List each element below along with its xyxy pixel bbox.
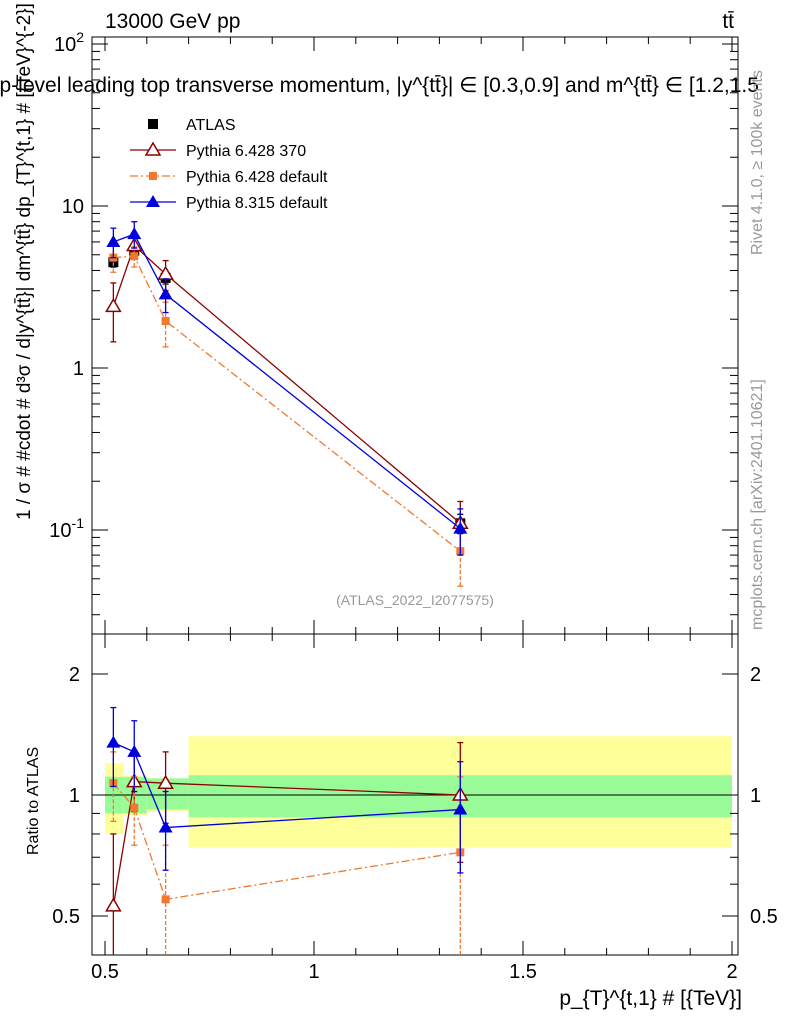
- y-tick-label: 10: [62, 196, 84, 218]
- ratio-series-layer: [105, 706, 469, 955]
- x-axis-label: p_{T}^{t,1} # [{TeV}]: [559, 987, 742, 1010]
- legend-item-atlas: ATLAS: [148, 117, 236, 134]
- mcplots-reference-label: mcplots.cern.ch [arXiv:2401.10621]: [749, 379, 766, 630]
- legend-label: Pythia 6.428 default: [186, 169, 328, 186]
- y-tick-label: 10-1: [49, 515, 84, 542]
- data-point: [157, 774, 174, 789]
- data-point: [127, 744, 142, 757]
- ratio-axis-ticks: 0.5 0.5 1 1 2 2 0.5 1 1.5 2: [52, 634, 778, 983]
- y-tick-label-right: 0.5: [750, 906, 778, 928]
- series-line-pythia-8-315-default: [113, 233, 461, 530]
- data-point: [127, 227, 142, 240]
- legend-marker: [144, 141, 162, 156]
- data-point: [453, 802, 468, 815]
- analysis-watermark: (ATLAS_2022_I2077575): [336, 592, 494, 608]
- legend-item-pythia-8-315-default: Pythia 8.315 default: [130, 195, 328, 212]
- legend: ATLAS Pythia 6.428 370 Pythia 6.428 defaul…: [130, 117, 328, 212]
- series-line-pythia-6-428-default: [112, 782, 461, 901]
- data-point: [105, 897, 122, 912]
- y-tick-label: 0.5: [52, 906, 80, 928]
- legend-label: Pythia 6.428 370: [186, 143, 306, 160]
- y-tick-label-right: 2: [750, 664, 761, 686]
- main-axis-ticks: 10-1 1 10 102: [49, 29, 738, 634]
- data-point: [158, 820, 173, 833]
- series-line-pythia-8-315-default: [113, 742, 461, 829]
- data-point: [158, 287, 173, 300]
- data-point: [108, 257, 119, 268]
- data-point: [105, 297, 122, 313]
- rivet-version-label: Rivet 4.1.0, ≥ 100k events: [749, 70, 766, 255]
- x-tick-label: 1: [308, 961, 319, 983]
- legend-label: ATLAS: [186, 117, 236, 134]
- y-tick-label: 1: [73, 358, 84, 380]
- legend-item-pythia-6-428-370: Pythia 6.428 370: [130, 141, 306, 160]
- y-tick-label: 2: [69, 664, 80, 686]
- ratio-y-axis-label: Ratio to ATLAS: [25, 747, 42, 855]
- main-y-axis-label: 1 / σ # #cdot # d³σ / d|y^{tt̄}| dm^{tt̄…: [14, 3, 35, 520]
- plot-title: top-level leading top transverse momentu…: [0, 74, 759, 97]
- data-point: [161, 317, 170, 326]
- x-tick-label: 0.5: [91, 961, 119, 983]
- y-tick-label-right: 1: [750, 785, 761, 807]
- x-tick-label: 2: [726, 961, 737, 983]
- series-line-pythia-6-428-default: [113, 255, 461, 552]
- ratio-uncertainty-bands: [92, 736, 738, 848]
- data-point: [453, 521, 468, 534]
- y-tick-exponent: 2: [76, 29, 84, 45]
- legend-item-pythia-6-428-default: Pythia 6.428 default: [130, 169, 328, 186]
- series-line-pythia-6-428-370: [112, 244, 461, 524]
- y-tick-exponent: -1: [72, 515, 85, 531]
- data-point: [106, 735, 121, 748]
- legend-label: Pythia 8.315 default: [186, 195, 328, 212]
- data-point: [130, 252, 139, 261]
- data-point: [161, 895, 170, 904]
- y-tick-label: 1: [69, 785, 80, 807]
- y-tick-label: 102: [54, 29, 84, 56]
- energy-label: 13000 GeV pp: [105, 10, 240, 33]
- legend-marker: [149, 172, 157, 180]
- data-point: [130, 803, 139, 812]
- legend-marker: [146, 195, 160, 207]
- process-label: tt̄: [722, 10, 734, 33]
- series-line-pythia-6-428-370: [112, 780, 461, 906]
- series-pythia-8-315-default: [106, 706, 468, 874]
- x-tick-label: 1.5: [509, 961, 537, 983]
- main-series-layer: [105, 221, 469, 587]
- legend-marker: [148, 119, 158, 129]
- series-pythia-8-315-default: [106, 221, 468, 556]
- data-point: [106, 234, 121, 247]
